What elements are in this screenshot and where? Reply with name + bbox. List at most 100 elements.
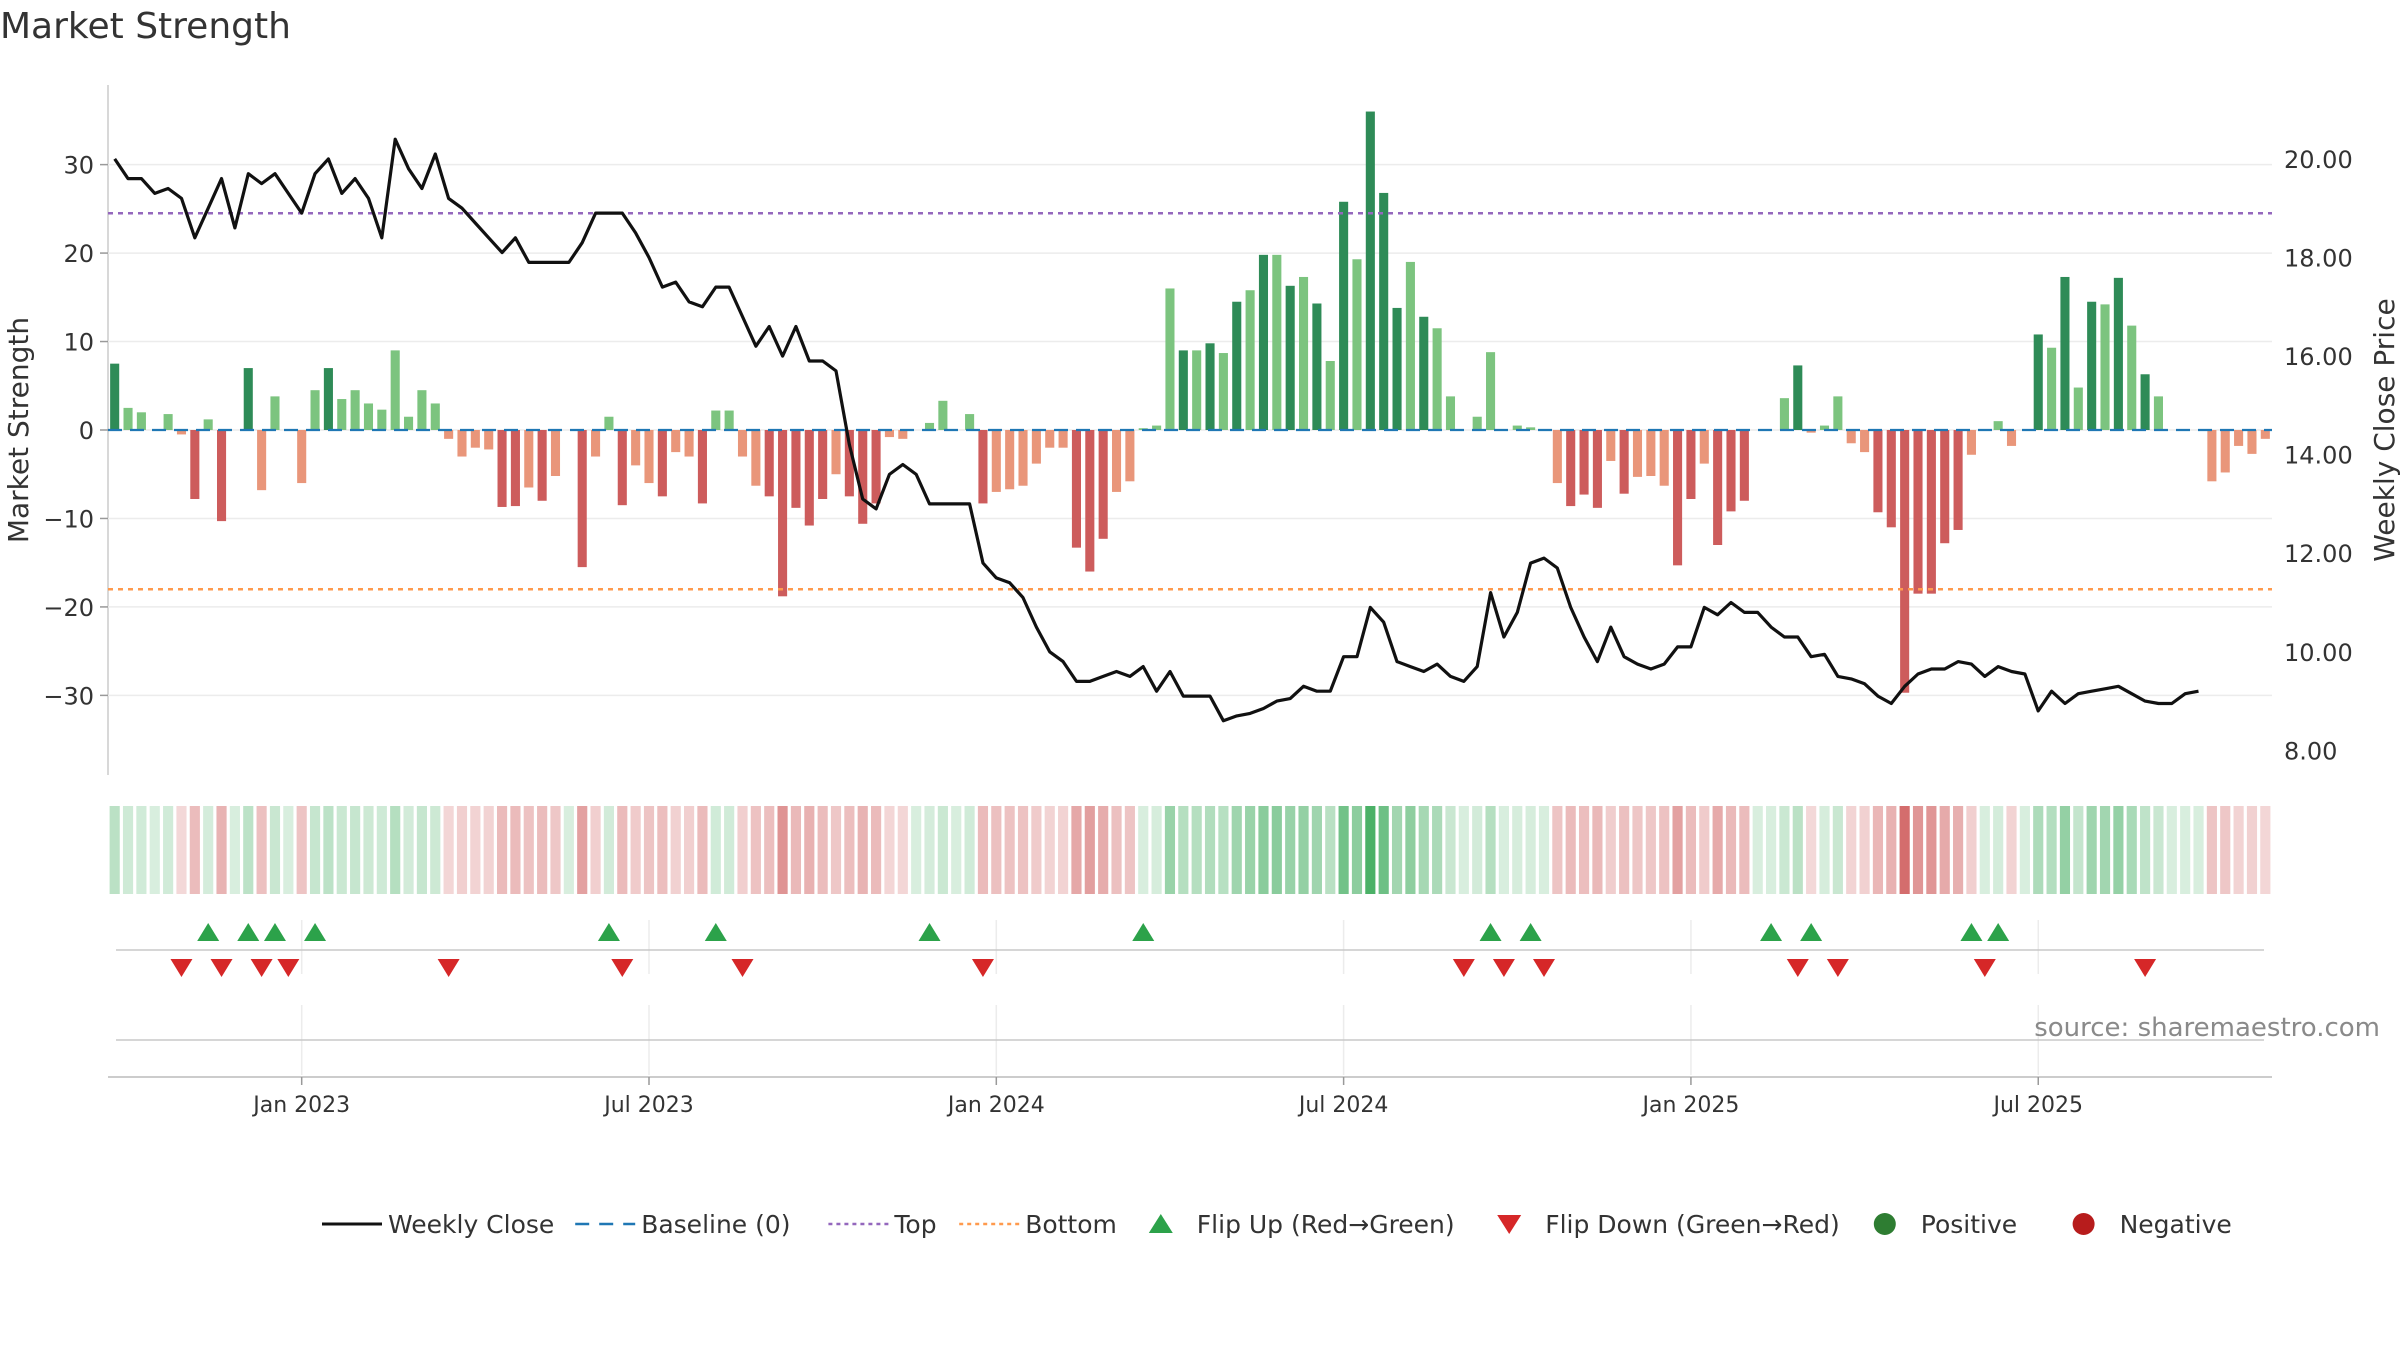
heat-cell <box>2180 806 2191 894</box>
right-tick-label: 16.00 <box>2284 343 2353 371</box>
strength-bar <box>176 430 187 435</box>
heat-cell <box>2246 806 2258 894</box>
flip-down-marker <box>277 959 300 977</box>
strength-bar <box>1111 430 1122 492</box>
legend-item-3: Bottom <box>959 1210 1117 1239</box>
right-tick-label: 8.00 <box>2284 737 2337 765</box>
strength-bar <box>1352 259 1362 430</box>
heat-cell <box>430 806 441 894</box>
strength-bar <box>737 430 748 457</box>
flip-up-marker <box>597 923 620 941</box>
strength-bar <box>1285 285 1295 430</box>
strength-bar <box>1085 430 1095 572</box>
heat-cell <box>857 806 868 894</box>
strength-bar <box>2260 430 2270 439</box>
strength-bar <box>1606 430 1616 461</box>
x-tick-label: Jul 2024 <box>1297 1093 1389 1118</box>
strength-bar <box>430 403 440 430</box>
legend-label: Weekly Close <box>388 1210 554 1239</box>
strength-bar <box>1379 192 1389 430</box>
heat-cell <box>804 806 815 894</box>
strength-bar <box>1218 353 1228 430</box>
strength-bar <box>1365 111 1375 431</box>
heat-cell <box>683 806 695 894</box>
strength-bar <box>711 410 721 430</box>
heat-cell <box>2019 806 2030 894</box>
heat-cell <box>937 806 948 894</box>
heat-cell <box>403 806 414 894</box>
heat-cell <box>2126 806 2137 894</box>
heat-cell <box>1739 806 1750 894</box>
heat-cell <box>1592 806 1603 894</box>
legend-item-0: Weekly Close <box>322 1210 554 1239</box>
strength-bar <box>1392 307 1402 430</box>
strength-bar <box>1098 430 1108 539</box>
heat-cell <box>897 806 908 894</box>
heat-cell <box>363 806 374 894</box>
strength-bar <box>470 430 480 448</box>
heat-cell <box>1204 806 1216 894</box>
strength-bar <box>844 430 854 497</box>
flip-down-marker <box>250 959 273 977</box>
strength-bar <box>1886 430 1896 528</box>
flip-up-marker <box>197 923 220 941</box>
heat-cell <box>1311 806 1322 894</box>
strength-bar <box>778 430 788 597</box>
strength-bar <box>2140 374 2150 430</box>
flip-down-marker <box>437 959 460 977</box>
strength-bar <box>644 430 654 484</box>
heat-cell <box>1178 806 1189 894</box>
heat-cell <box>336 806 347 894</box>
legend-label: Positive <box>1921 1210 2017 1239</box>
heat-cell <box>1285 806 1296 894</box>
heat-cell <box>2193 806 2204 894</box>
strength-bar <box>671 430 681 453</box>
heat-cell <box>109 806 120 894</box>
heat-cell <box>844 806 855 894</box>
heat-cell <box>163 806 174 894</box>
strength-bar <box>2113 277 2123 430</box>
heat-cell <box>537 806 548 894</box>
left-tick-label: −20 <box>43 594 94 622</box>
flip-down-marker <box>1973 959 1996 977</box>
heat-cell <box>2073 806 2084 894</box>
heat-cell <box>416 806 427 894</box>
strength-bar <box>1913 430 1923 594</box>
strength-bar <box>2127 325 2137 430</box>
strength-bar <box>1966 430 1976 455</box>
heat-cell <box>2099 806 2111 894</box>
strength-bar <box>217 430 227 522</box>
flip-down-marker <box>731 959 754 977</box>
strength-bar <box>724 410 734 430</box>
strength-bar <box>350 390 360 430</box>
strength-bar <box>1900 430 1910 693</box>
heat-cell <box>630 806 641 894</box>
heat-cell <box>136 806 147 894</box>
heat-cell <box>1485 806 1496 894</box>
strength-bar <box>1445 396 1456 430</box>
heat-cell <box>203 806 214 894</box>
strength-bar <box>2207 430 2217 482</box>
strength-bar <box>337 399 347 430</box>
heat-cell <box>1338 806 1349 894</box>
heat-cell <box>977 806 989 894</box>
left-tick-label: 30 <box>63 152 94 180</box>
strength-bar <box>444 430 454 439</box>
heat-cell <box>2153 806 2164 894</box>
legend-label: Flip Down (Green→Red) <box>1545 1210 1840 1239</box>
strength-bar <box>323 368 333 430</box>
strength-bar <box>884 430 894 438</box>
flip-up-marker <box>1519 923 1542 941</box>
strength-bar <box>1579 430 1589 495</box>
heat-cell <box>790 806 802 894</box>
strength-bar <box>1178 350 1188 430</box>
flip-down-marker <box>1786 959 1809 977</box>
strength-bar <box>2234 430 2244 446</box>
heat-cell <box>1151 806 1162 894</box>
heat-cell <box>951 806 962 894</box>
left-tick-label: −30 <box>43 682 94 710</box>
heat-cell <box>1351 806 1363 894</box>
heat-cell <box>1418 806 1429 894</box>
strength-bar <box>1432 328 1442 430</box>
heat-cell <box>1979 806 1990 894</box>
